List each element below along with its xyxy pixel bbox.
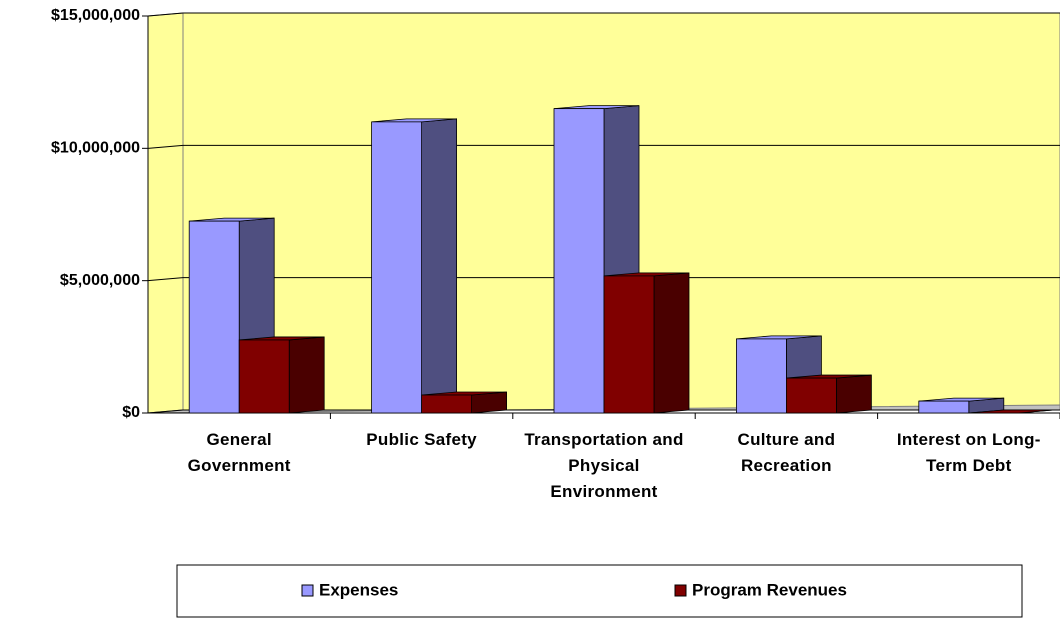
- grid-line: [147, 12, 184, 17]
- bar-front: [238, 339, 290, 414]
- x-tick-label: Public Safety: [366, 430, 477, 449]
- x-tick-label: Transportation and Physical Environment: [524, 430, 684, 501]
- bar: [968, 409, 1054, 414]
- bar-side: [288, 336, 325, 414]
- bar: [918, 397, 1005, 414]
- bar-front: [188, 220, 240, 414]
- bar-front: [736, 338, 787, 414]
- side-wall: [147, 12, 184, 414]
- bar-top: [968, 409, 1054, 414]
- x-tick-label: Culture and Recreation: [737, 430, 836, 475]
- x-tick-label: Interest on Long-Term Debt: [896, 430, 1041, 475]
- bar: [553, 105, 640, 414]
- y-tick-label: $10,000,000: [51, 140, 140, 157]
- y-tick-label: $0: [122, 404, 140, 421]
- bar-side: [421, 118, 458, 414]
- bar: [786, 374, 872, 414]
- y-tick-label: $5,000,000: [60, 272, 140, 289]
- bar-front: [603, 275, 655, 414]
- bar: [421, 391, 508, 414]
- bar-side: [471, 391, 508, 414]
- legend-swatch: [674, 584, 687, 597]
- bar-front: [553, 108, 605, 414]
- legend-label: Program Revenues: [692, 580, 847, 599]
- bar-side: [653, 272, 690, 414]
- bar: [371, 118, 458, 414]
- legend-box: [176, 564, 1023, 618]
- bar-front: [918, 400, 970, 414]
- bar-side: [836, 374, 872, 414]
- x-tick-label: General Government: [187, 430, 291, 475]
- grid-line: [147, 144, 184, 149]
- bar: [603, 272, 690, 414]
- y-tick-label: $15,000,000: [51, 7, 140, 24]
- legend-swatch: [301, 584, 314, 597]
- bar: [238, 336, 325, 414]
- bar-front: [786, 377, 837, 414]
- bar-front: [371, 121, 423, 414]
- bar-front: [421, 394, 473, 414]
- grid-line: [147, 277, 184, 282]
- legend-label: Expenses: [319, 580, 398, 599]
